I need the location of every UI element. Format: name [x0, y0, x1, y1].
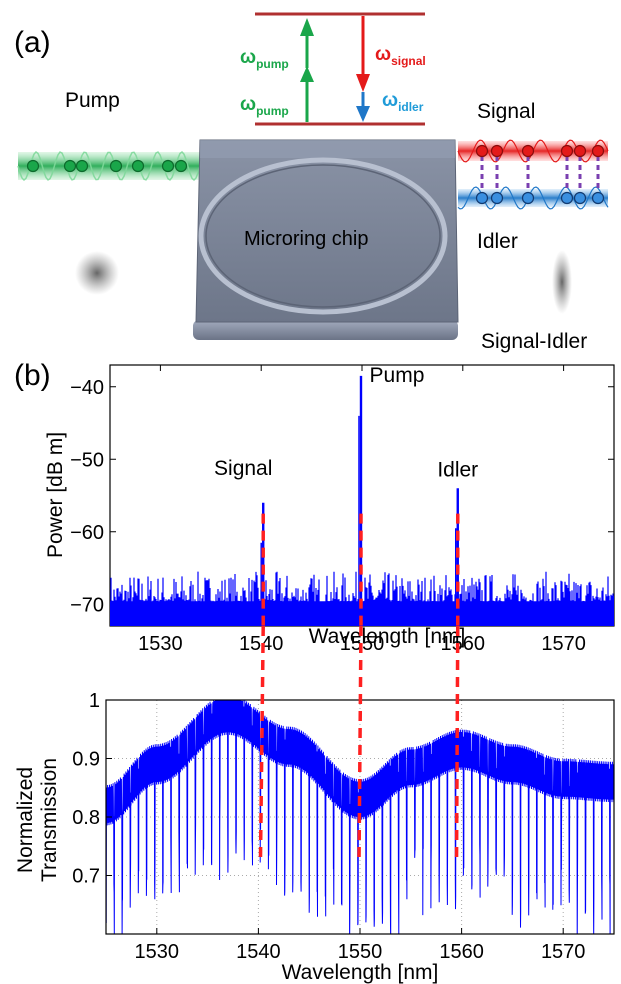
bottom-ytick-label: 0.8	[72, 807, 100, 829]
microring	[198, 157, 448, 315]
top-xtick-label: 1560	[441, 633, 486, 655]
bottom-ylabel-line2: Transmission	[38, 758, 61, 882]
omega-idler: ωidler	[382, 90, 424, 114]
top-xtick-label: 1570	[541, 633, 586, 655]
transmission-chart: 1530 1540 1550 1560 1570 1 0.9 0.8 0.7 Wavelengt…	[14, 690, 615, 984]
signal-label: Signal	[477, 100, 535, 123]
pump-spot	[75, 251, 119, 295]
pump-photon	[63, 159, 77, 173]
energy-level-diagram: ωpump ωpump ωsignal ωidler	[240, 12, 426, 126]
pump-wave	[17, 150, 201, 182]
signal-photon	[521, 144, 535, 158]
panel-b-label: (b)	[14, 359, 51, 392]
bottom-ytick-label: 0.7	[72, 866, 100, 888]
signal-idler-beams	[457, 139, 609, 210]
idler-photon	[591, 191, 605, 205]
signal-photon	[490, 144, 504, 158]
idler-label: Idler	[477, 230, 518, 253]
pump-photon	[26, 159, 40, 173]
pump-beam	[17, 150, 201, 182]
top-xtick-label: 1540	[239, 633, 284, 655]
top-ylabel: Power [dB m]	[44, 432, 67, 558]
top-ytick-label: −70	[70, 594, 104, 616]
pump-photon	[75, 159, 89, 173]
top-ytick-label: −40	[70, 377, 104, 399]
pump-arrow-icon	[300, 66, 314, 82]
signal-photon	[573, 144, 587, 158]
signal-idler-spot	[552, 250, 572, 314]
top-ytick-label: −50	[70, 449, 104, 471]
marker-line	[357, 625, 363, 864]
microring-chip	[193, 139, 459, 340]
bottom-ylabel-line1: Normalized	[14, 767, 37, 873]
bottom-xtick-label: 1570	[541, 941, 586, 963]
idler-photon	[573, 191, 587, 205]
idler-photon	[560, 191, 574, 205]
signal-arrow-icon	[356, 74, 370, 92]
peak-label-signal: Signal	[214, 457, 272, 480]
idler-photon	[475, 191, 489, 205]
pump-photon	[109, 159, 123, 173]
idler-arrow-icon	[356, 106, 370, 122]
chip-label: Microring chip	[244, 228, 368, 250]
bottom-ytick-label: 0.9	[72, 749, 100, 771]
idler-photon	[521, 191, 535, 205]
signal-photon	[591, 144, 605, 158]
omega-signal: ωsignal	[375, 44, 426, 68]
bottom-xtick-label: 1550	[338, 941, 383, 963]
pump-label: Pump	[65, 89, 120, 112]
bottom-xtick-label: 1560	[439, 941, 484, 963]
signal-photon	[475, 144, 489, 158]
bottom-xtick-label: 1540	[236, 941, 281, 963]
wavelength-marker-lines	[258, 513, 460, 864]
spectrum-noise-line	[110, 571, 614, 626]
top-ytick-label: −60	[70, 522, 104, 544]
pump-photon	[174, 159, 188, 173]
bottom-xtick-label: 1530	[135, 941, 180, 963]
bottom-ytick-label: 1	[89, 690, 100, 712]
omega-pump-upper: ωpump	[240, 47, 289, 71]
top-xlabel: Wavelength [nm]	[309, 625, 466, 648]
idler-photon	[490, 191, 504, 205]
pump-photon	[161, 159, 175, 173]
peak-label-pump: Pump	[370, 364, 425, 387]
panel-a-label: (a)	[14, 26, 51, 59]
marker-line	[258, 625, 265, 864]
top-xtick-label: 1530	[138, 633, 183, 655]
peak-label-idler: Idler	[437, 458, 478, 481]
signal-idler-label: Signal-Idler	[481, 330, 587, 353]
pump-arrow-icon	[300, 18, 314, 36]
signal-photon	[560, 144, 574, 158]
pump-photon	[131, 159, 145, 173]
omega-pump-lower: ωpump	[240, 94, 289, 118]
marker-line	[454, 625, 460, 864]
bottom-xlabel: Wavelength [nm]	[282, 961, 439, 984]
